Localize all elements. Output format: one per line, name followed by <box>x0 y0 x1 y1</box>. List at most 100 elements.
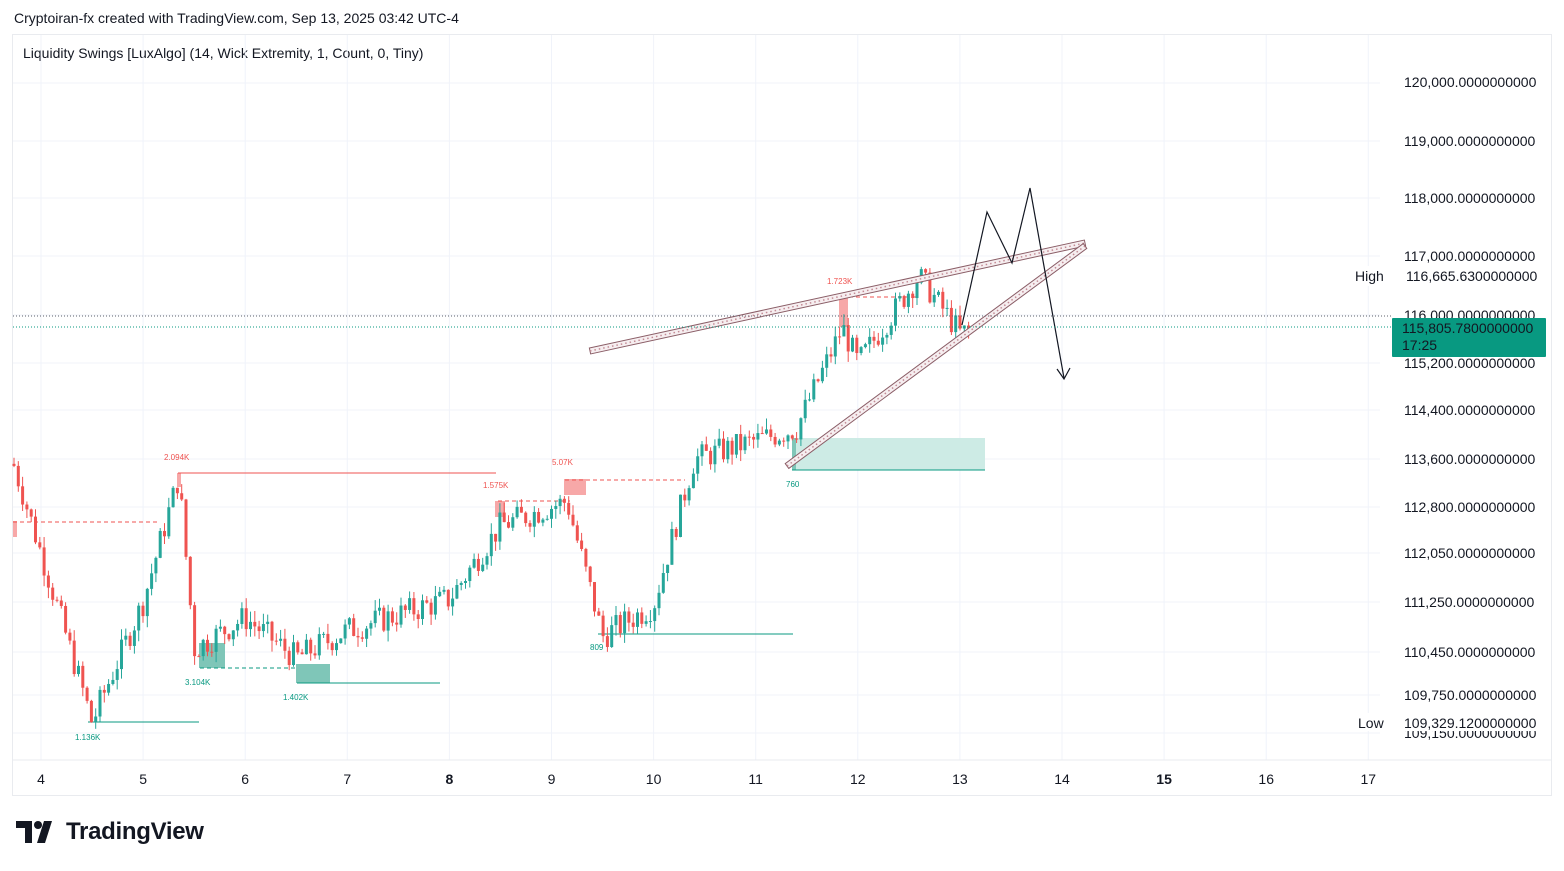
liquidity-zone-high <box>839 297 848 327</box>
candle-body <box>395 622 399 625</box>
candle-body <box>94 716 98 723</box>
candle-body <box>825 354 829 368</box>
low-label: Low <box>1358 715 1385 731</box>
candle-body <box>244 608 248 630</box>
candle-body <box>911 293 915 299</box>
current-price-lines <box>13 315 1392 328</box>
candle-body <box>210 651 214 653</box>
candle-body <box>644 621 648 624</box>
candle-body <box>528 523 532 527</box>
price-projection-path <box>961 187 1071 381</box>
candle-body <box>218 626 222 629</box>
candle-body <box>145 588 149 617</box>
candle-body <box>653 608 657 622</box>
liquidity-zone-high <box>177 473 181 487</box>
price-tick: 112,800.0000000000 <box>1404 499 1536 515</box>
candle-body <box>468 567 472 582</box>
price-tick: 110,450.0000000000 <box>1404 644 1536 660</box>
candle-body <box>838 336 842 338</box>
candle-body <box>188 556 192 606</box>
candle-body <box>98 689 102 717</box>
candle-body <box>511 517 515 528</box>
candle-body <box>928 272 932 303</box>
candle-body <box>102 689 106 693</box>
candle-body <box>352 618 356 636</box>
time-tick: 13 <box>952 771 968 787</box>
price-tick: 113,600.0000000000 <box>1404 451 1536 467</box>
candle-body <box>842 325 846 337</box>
candle-body <box>605 636 609 647</box>
candle-body <box>485 556 489 565</box>
candle-body <box>932 294 936 303</box>
price-tick: 112,050.0000000000 <box>1404 545 1536 561</box>
candle-body <box>446 589 450 607</box>
candle-body <box>464 581 467 583</box>
candle-body <box>64 605 68 633</box>
price-tick: 109,750.0000000000 <box>1404 687 1537 703</box>
projection-zigzag <box>961 187 1065 379</box>
candle-body <box>515 506 519 518</box>
candle-body <box>137 605 141 631</box>
candle-body <box>954 315 958 333</box>
candle-body <box>739 434 743 451</box>
time-tick: 4 <box>37 771 45 787</box>
liquidity-zone-low <box>296 664 330 683</box>
candle-body <box>167 507 171 537</box>
candle-body <box>674 528 678 537</box>
candle-body <box>945 307 949 309</box>
candle-body <box>193 605 197 657</box>
candle-body <box>292 642 295 666</box>
candle-body <box>158 530 162 558</box>
tradingview-logo[interactable]: TradingView <box>16 818 204 846</box>
candle-body <box>507 522 510 528</box>
candle-body <box>34 516 37 543</box>
candle-body <box>700 444 704 457</box>
candle-body <box>691 473 695 489</box>
chart-pane[interactable] <box>12 34 1552 796</box>
candle-body <box>236 623 240 631</box>
candle-body <box>85 687 89 701</box>
candle-body <box>846 325 850 352</box>
indicator-legend[interactable]: Liquidity Swings [LuxAlgo] (14, Wick Ext… <box>23 45 424 61</box>
candle-body <box>223 626 227 635</box>
candle-body <box>498 512 502 542</box>
candle-body <box>597 611 601 616</box>
candle-body <box>812 379 816 400</box>
candle-body <box>881 337 885 345</box>
candle-body <box>347 618 351 625</box>
candle-body <box>227 634 231 640</box>
candle-body <box>730 440 734 455</box>
time-tick: 5 <box>139 771 147 787</box>
candle-body <box>756 433 760 440</box>
candle-body <box>115 669 119 680</box>
candle-body <box>941 291 945 309</box>
candle-body <box>537 511 541 523</box>
candle-body <box>648 621 652 623</box>
candle-body <box>386 611 390 631</box>
candle-body <box>421 600 424 620</box>
current-price-value: 115,805.7800000000 <box>1402 320 1534 336</box>
candle-body <box>636 612 639 627</box>
candle-body <box>296 642 300 653</box>
candle-body <box>876 340 880 345</box>
liquidity-labels: 2.094K 1.575K 5.07K 1.723K 3.104K 1.402K 1.136… <box>75 277 853 742</box>
candle-body <box>915 282 919 299</box>
candle-body <box>554 506 558 509</box>
candle-body <box>240 608 244 624</box>
candle-body <box>894 298 897 326</box>
candle-body <box>59 600 63 606</box>
liquidity-label: 2.094K <box>164 453 190 462</box>
candle-body <box>631 622 635 627</box>
candle-body <box>201 639 205 657</box>
candle-body <box>790 435 794 439</box>
candle-body <box>335 643 338 651</box>
candle-body <box>124 635 128 640</box>
candle-body <box>786 435 790 442</box>
price-tick: 118,000.0000000000 <box>1404 190 1536 206</box>
candle-body <box>906 293 910 307</box>
candle-body <box>154 557 158 574</box>
candle-body <box>713 445 717 465</box>
candle-body <box>412 598 416 615</box>
candle-body <box>494 533 498 542</box>
